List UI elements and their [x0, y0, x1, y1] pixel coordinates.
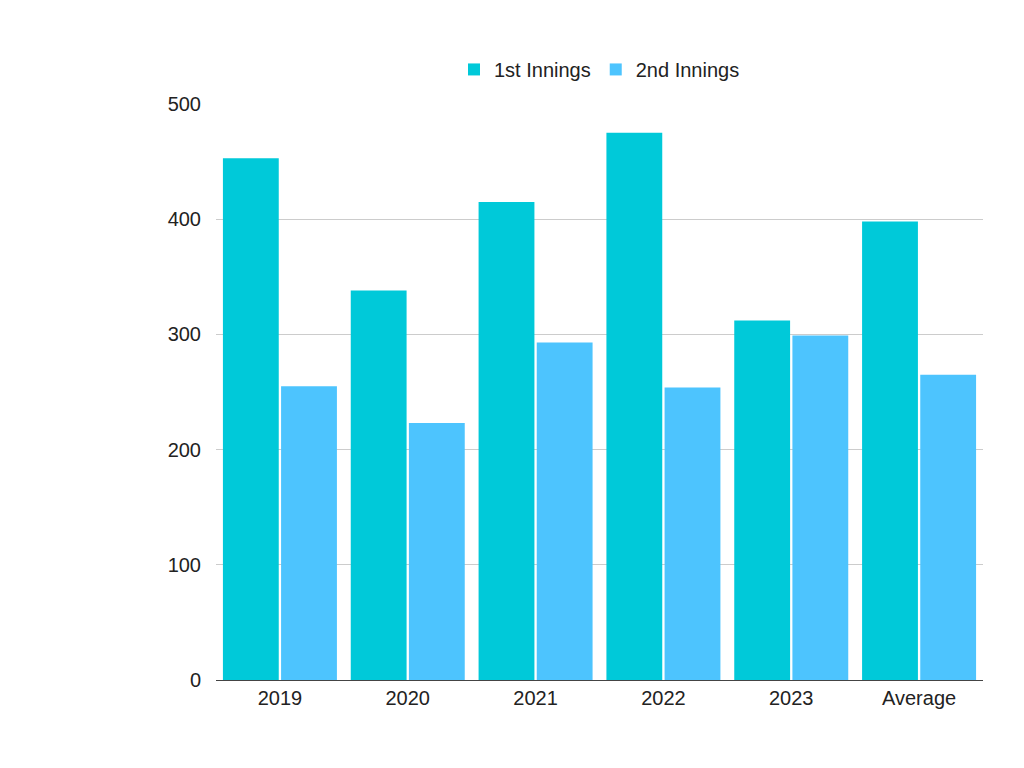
svg-text:2023: 2023: [769, 687, 814, 709]
svg-text:Average: Average: [882, 687, 956, 709]
svg-text:400: 400: [168, 208, 201, 230]
svg-text:1st Innings: 1st Innings: [494, 59, 591, 81]
svg-text:200: 200: [168, 439, 201, 461]
svg-text:2019: 2019: [258, 687, 303, 709]
svg-text:2020: 2020: [386, 687, 431, 709]
svg-text:100: 100: [168, 554, 201, 576]
svg-text:300: 300: [168, 323, 201, 345]
svg-text:2022: 2022: [641, 687, 686, 709]
svg-text:0: 0: [190, 669, 201, 691]
svg-text:2nd Innings: 2nd Innings: [636, 59, 739, 81]
svg-text:2021: 2021: [513, 687, 558, 709]
svg-text:500: 500: [168, 93, 201, 115]
